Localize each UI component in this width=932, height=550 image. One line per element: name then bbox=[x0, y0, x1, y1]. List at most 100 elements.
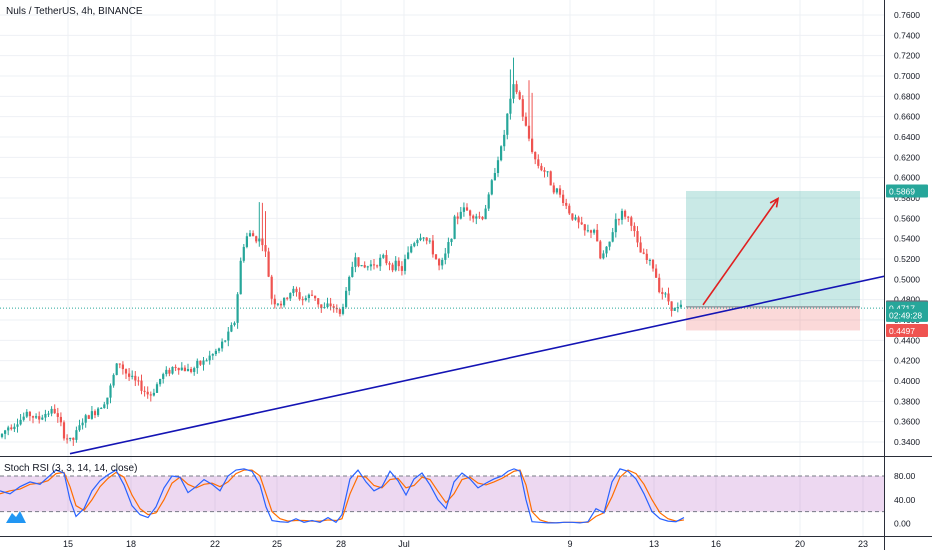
candle-body bbox=[593, 229, 596, 233]
candle-body bbox=[208, 355, 211, 361]
candle-body bbox=[562, 194, 565, 203]
candle-body bbox=[676, 307, 679, 309]
x-tick-label: 16 bbox=[711, 539, 721, 549]
candle-body bbox=[106, 397, 109, 405]
candle-body bbox=[444, 253, 447, 260]
stoch-y-tick-label: 0.00 bbox=[894, 519, 911, 529]
candle-body bbox=[47, 413, 50, 415]
stoch-y-tick-label: 80.00 bbox=[894, 471, 916, 481]
candle-body bbox=[527, 125, 531, 139]
price-label: 0.4717 bbox=[889, 303, 915, 313]
candle-body bbox=[602, 253, 605, 259]
y-tick-label: 0.6200 bbox=[894, 152, 920, 162]
candle-body bbox=[162, 374, 165, 379]
candle-body bbox=[546, 171, 549, 173]
candle-body bbox=[462, 207, 465, 212]
candle-body bbox=[611, 232, 614, 242]
y-tick-label: 0.7200 bbox=[894, 51, 920, 61]
candle-body bbox=[143, 390, 146, 392]
candle-body bbox=[90, 411, 93, 419]
candle-body bbox=[382, 254, 385, 258]
candle-body bbox=[7, 427, 10, 431]
candle-body bbox=[661, 292, 664, 295]
candle-body bbox=[289, 292, 292, 299]
candle-body bbox=[534, 151, 537, 160]
candle-body bbox=[78, 425, 81, 431]
y-tick-label: 0.7000 bbox=[894, 71, 920, 81]
y-tick-label: 0.3400 bbox=[894, 437, 920, 447]
candle-body bbox=[552, 185, 555, 193]
candle-body bbox=[540, 165, 543, 171]
candle-body bbox=[651, 259, 655, 269]
candle-body bbox=[314, 295, 317, 299]
y-tick-label: 0.6000 bbox=[894, 173, 920, 183]
candle-body bbox=[407, 252, 410, 259]
candle-body bbox=[245, 236, 248, 247]
candle-body bbox=[620, 210, 624, 220]
candle-body bbox=[642, 252, 645, 254]
candle-body bbox=[379, 257, 382, 267]
candle-body bbox=[264, 245, 267, 252]
candle-body bbox=[103, 404, 106, 409]
candle-body bbox=[565, 202, 568, 206]
candle-body bbox=[345, 290, 348, 307]
candle-body bbox=[273, 298, 276, 305]
candle-body bbox=[630, 217, 633, 226]
y-tick-label: 0.5800 bbox=[894, 193, 920, 203]
price-label: 0.5869 bbox=[889, 186, 915, 196]
candle-body bbox=[267, 251, 270, 277]
candle-body bbox=[93, 411, 97, 416]
candle-body bbox=[112, 374, 115, 386]
candle-body bbox=[438, 259, 441, 266]
candle-body bbox=[428, 240, 431, 242]
trendline bbox=[69, 275, 884, 455]
candle-body bbox=[518, 92, 521, 100]
candle-body bbox=[351, 266, 354, 278]
candle-body bbox=[673, 308, 676, 311]
candle-body bbox=[56, 413, 59, 417]
candle-body bbox=[199, 360, 202, 365]
candle-body bbox=[515, 84, 518, 93]
candle-body bbox=[25, 411, 28, 417]
candle-body bbox=[115, 363, 118, 375]
candle-body bbox=[354, 257, 357, 267]
price-label: 02:49:28 bbox=[889, 311, 922, 321]
price-label-badge bbox=[886, 323, 928, 337]
candle-body bbox=[214, 350, 217, 355]
candle-body bbox=[586, 230, 589, 232]
candle-body bbox=[478, 216, 481, 218]
candle-body bbox=[190, 368, 193, 372]
candle-body bbox=[465, 207, 469, 211]
candle-body bbox=[124, 369, 128, 374]
candle-body bbox=[84, 415, 87, 423]
y-tick-label: 0.7600 bbox=[894, 10, 920, 20]
candle-body bbox=[180, 367, 183, 371]
candle-body bbox=[183, 367, 186, 372]
candle-body bbox=[255, 236, 258, 242]
candle-body bbox=[239, 260, 242, 295]
candle-body bbox=[134, 375, 137, 381]
x-tick-label: 22 bbox=[210, 539, 220, 549]
y-tick-label: 0.5400 bbox=[894, 234, 920, 244]
candle-body bbox=[493, 173, 496, 181]
candle-body bbox=[360, 265, 363, 267]
candle-body bbox=[496, 160, 500, 174]
candle-body bbox=[332, 306, 335, 308]
candle-body bbox=[391, 264, 394, 271]
candle-body bbox=[35, 416, 38, 418]
candle-body bbox=[416, 240, 419, 244]
y-tick-label: 0.7400 bbox=[894, 30, 920, 40]
candle-body bbox=[298, 292, 301, 300]
candle-body bbox=[599, 241, 602, 259]
candle-body bbox=[38, 416, 41, 420]
price-label-badge bbox=[886, 308, 928, 322]
candle-body bbox=[450, 238, 453, 243]
candle-body bbox=[614, 219, 617, 233]
candle-body bbox=[69, 437, 72, 440]
candle-body bbox=[252, 233, 255, 237]
candle-body bbox=[53, 408, 56, 414]
candle-body bbox=[441, 259, 444, 266]
candle-body bbox=[605, 246, 608, 254]
candle-body bbox=[655, 268, 658, 278]
